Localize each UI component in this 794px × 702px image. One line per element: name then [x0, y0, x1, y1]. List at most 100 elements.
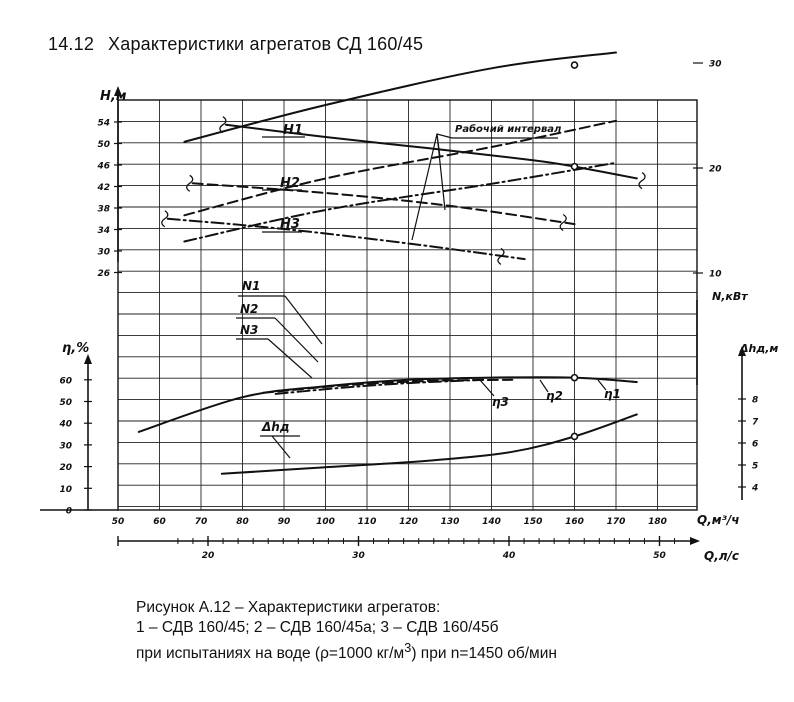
- chart-labels: Н1 Н2 Н3 N1 N2 N3 η3 η2 η1 Δhд Рабочий интервал: [236, 123, 621, 459]
- section-title: Характеристики агрегатов СД 160/45: [108, 34, 424, 54]
- series-label-eta2: η2: [546, 389, 563, 403]
- head-axis-tick-label: 46: [96, 162, 110, 172]
- series-leader-eta3: [479, 379, 495, 397]
- power-axis-tick-label: 30: [709, 60, 722, 70]
- page-heading: 14.12 Характеристики агрегатов СД 160/45: [48, 34, 437, 55]
- npsh-axis-tick-label: 8: [752, 396, 758, 406]
- head-axis-label: Н,м: [100, 89, 127, 104]
- curve-H3: [166, 217, 526, 261]
- head-axis-tick-label: 26: [97, 269, 110, 279]
- q2-axis-tick-label: 20: [202, 551, 215, 561]
- q-axis-tick-label: 180: [648, 517, 667, 527]
- series-label-N2: N2: [240, 302, 258, 316]
- head-axis-tick-label: 42: [96, 183, 110, 193]
- chart-axes: Н,м5450464238343026η,%6050403020100N,кВт…: [40, 60, 778, 563]
- caption-line-3-suffix: ) при n=1450 об/мин: [411, 645, 557, 663]
- curve-break-mark: [186, 174, 194, 192]
- rated-point-marker: [570, 432, 579, 441]
- q2-axis-label: Q,л/с: [704, 549, 739, 563]
- power-axis-tick-label: 10: [709, 270, 722, 280]
- eff-axis-tick-label: 60: [59, 376, 72, 386]
- q2-axis-arrow: [690, 537, 700, 545]
- rated-point-marker: [570, 61, 579, 69]
- q-axis-tick-label: 160: [565, 517, 584, 527]
- npsh-axis-label: Δhд,м: [739, 342, 778, 355]
- section-number: 14.12: [48, 34, 95, 54]
- eff-axis-tick-label: 40: [58, 420, 72, 430]
- figure-caption: Рисунок А.12 – Характеристики агрегатов:…: [136, 598, 557, 664]
- caption-line-3-sup: 3: [404, 640, 412, 655]
- q2-axis-tick-label: 30: [352, 551, 365, 561]
- series-label-H1: Н1: [283, 123, 303, 138]
- q-axis-tick-label: 90: [278, 517, 291, 527]
- caption-line-2: 1 – СДВ 160/45; 2 – СДВ 160/45а; 3 – СДВ…: [136, 619, 499, 636]
- caption-line-3: при испытаниях на воде (ρ=1000 кг/м3) пр…: [136, 638, 557, 664]
- q-axis-tick-label: 140: [482, 517, 501, 527]
- working-interval-label: Рабочий интервал: [455, 123, 562, 135]
- head-axis-tick-label: 38: [97, 205, 110, 215]
- series-label-N1: N1: [242, 279, 260, 293]
- curve-break-mark: [559, 213, 567, 232]
- q-axis-label: Q,м³/ч: [697, 513, 739, 527]
- eff-axis-label: η,%: [62, 341, 89, 356]
- npsh-axis-tick-label: 4: [751, 484, 758, 494]
- q-axis-tick-label: 70: [195, 517, 208, 527]
- caption-line-1: Рисунок А.12 – Характеристики агрегатов:: [136, 599, 441, 616]
- head-axis-tick-label: 50: [97, 140, 110, 150]
- series-leader-eta1: [597, 379, 607, 391]
- chart-curves: [137, 51, 646, 475]
- pump-characteristics-chart: Н,м5450464238343026η,%6050403020100N,кВт…: [40, 51, 778, 563]
- curve-N3: [183, 161, 617, 243]
- rated-point-marker: [570, 162, 579, 171]
- q-axis-tick-label: 80: [236, 517, 249, 527]
- q-axis-tick-label: 120: [399, 517, 418, 527]
- npsh-axis-tick-label: 6: [752, 440, 758, 450]
- head-axis-tick-label: 30: [97, 248, 110, 258]
- q2-axis-tick-label: 50: [653, 551, 666, 561]
- q-axis-tick-label: 100: [316, 517, 335, 527]
- eff-axis-tick-label: 30: [59, 441, 72, 451]
- q-axis-tick-label: 170: [607, 517, 626, 527]
- curve-N1: [183, 51, 617, 143]
- q-axis-tick-label: 150: [524, 517, 543, 527]
- series-label-N3: N3: [240, 323, 258, 337]
- eff-axis-tick-label: 50: [59, 398, 72, 408]
- series-leader-N3: [267, 338, 313, 379]
- eff-axis-tick-label: 0: [66, 507, 72, 517]
- curve-break-mark: [161, 210, 169, 228]
- series-leader-dh: [271, 435, 291, 459]
- series-label-dh: Δhд: [261, 420, 290, 434]
- eff-axis-tick-label: 10: [59, 485, 72, 495]
- q-axis-tick-label: 50: [112, 517, 125, 527]
- npsh-axis-tick-label: 5: [752, 462, 758, 472]
- caption-line-3-prefix: при испытаниях на воде (ρ=1000 кг/м: [136, 645, 405, 663]
- head-axis-tick-label: 34: [97, 226, 110, 236]
- head-axis-arrow: [114, 86, 122, 96]
- series-leader-eta2: [539, 379, 549, 393]
- curve-H2: [191, 182, 576, 226]
- power-axis-label: N,кВт: [712, 290, 748, 303]
- series-label-eta3: η3: [492, 395, 509, 409]
- q-axis-tick-label: 60: [153, 517, 166, 527]
- eff-axis-tick-label: 20: [59, 463, 72, 473]
- head-axis-tick-label: 54: [97, 119, 110, 129]
- curve-eta3: [274, 378, 485, 395]
- series-label-eta1: η1: [604, 387, 621, 401]
- q-axis-tick-label: 130: [441, 517, 460, 527]
- q-axis-tick-label: 110: [358, 517, 377, 527]
- rated-point-marker: [570, 373, 579, 382]
- curve-break-mark: [638, 172, 646, 190]
- working-interval-leaders: [411, 133, 453, 241]
- curve-N2: [183, 119, 617, 217]
- q2-axis-tick-label: 40: [502, 551, 516, 561]
- series-leader-N2: [274, 317, 319, 363]
- series-label-H3: Н3: [280, 217, 300, 232]
- npsh-axis-tick-label: 7: [752, 418, 759, 428]
- curve-break-mark: [219, 116, 227, 134]
- curve-eta1: [137, 376, 638, 433]
- series-leader-N1: [284, 295, 323, 345]
- series-label-H2: Н2: [280, 176, 300, 191]
- curve-break-mark: [497, 247, 505, 265]
- npsh-axis-arrow: [738, 346, 746, 356]
- power-axis-tick-label: 20: [709, 165, 722, 175]
